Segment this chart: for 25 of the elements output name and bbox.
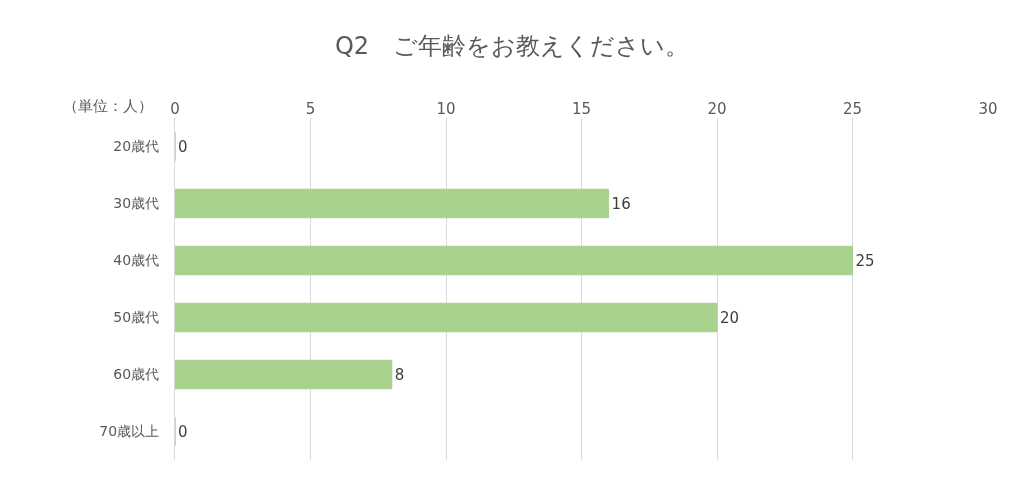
bar: [175, 302, 718, 333]
bar: [175, 359, 393, 390]
x-tick-label: 20: [707, 100, 727, 118]
x-tick-label: 10: [436, 100, 456, 118]
data-label: 25: [855, 251, 875, 270]
y-tick-label: 40歳代: [113, 252, 160, 269]
y-tick-label: 30歳代: [113, 195, 160, 212]
bar: [175, 188, 610, 219]
text: （単位：人）: [63, 97, 153, 115]
x-tick-label: 30: [978, 100, 998, 118]
data-label: 8: [394, 365, 405, 384]
data-label: 0: [178, 137, 188, 156]
y-tick-label: 70歳以上: [99, 423, 160, 440]
y-tick-label: 60歳代: [113, 366, 160, 383]
data-label: 20: [720, 308, 740, 327]
x-tick-label: 25: [842, 100, 863, 118]
bar: [175, 245, 853, 276]
y-tick-label: 20歳代: [113, 138, 160, 155]
y-tick-label: 50歳代: [113, 309, 160, 326]
chart-title: Q2 ご年齢をお教えください。: [334, 32, 690, 61]
data-label: 0: [178, 422, 188, 441]
data-label: 16: [611, 194, 631, 213]
x-tick-label: 0: [170, 100, 180, 118]
x-tick-label: 15: [571, 100, 592, 118]
x-tick-label: 5: [305, 100, 316, 118]
